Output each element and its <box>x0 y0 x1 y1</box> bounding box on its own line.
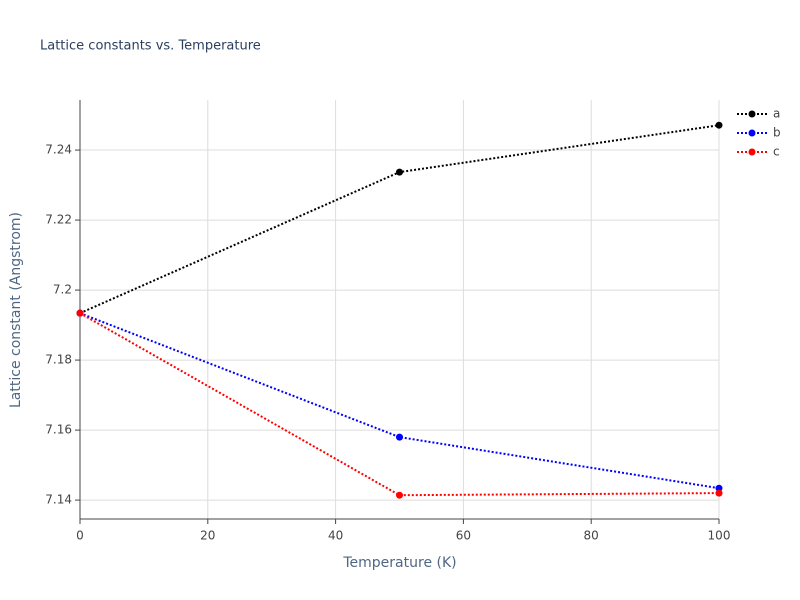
x-tick-label: 60 <box>456 529 471 543</box>
x-tick-label: 40 <box>328 529 343 543</box>
data-point <box>715 484 723 492</box>
x-tick-label: 100 <box>708 529 731 543</box>
legend-label: c <box>773 145 780 159</box>
data-point <box>396 491 403 499</box>
series-line <box>79 312 720 497</box>
data-point <box>715 121 723 129</box>
legend-marker <box>748 110 756 118</box>
data-point <box>396 168 403 176</box>
y-tick-label: 7.14 <box>45 493 72 507</box>
data-point <box>396 433 403 441</box>
x-tick-label: 20 <box>200 529 215 543</box>
data-point <box>715 489 723 497</box>
x-tick-label: 0 <box>76 529 84 543</box>
y-axis-title: Lattice constant (Angstrom) <box>8 212 24 408</box>
legend-label: a <box>773 107 780 121</box>
y-tick-label: 7.24 <box>45 143 72 157</box>
y-tick-label: 7.2 <box>53 283 72 297</box>
y-tick-label: 7.22 <box>45 213 72 227</box>
legend-label: b <box>773 126 781 140</box>
x-tick-label: 80 <box>584 529 599 543</box>
legend-marker <box>748 129 756 137</box>
legend-marker <box>748 148 756 156</box>
x-axis-title: Temperature (K) <box>342 555 456 571</box>
y-tick-label: 7.18 <box>45 353 72 367</box>
y-tick-label: 7.16 <box>45 423 72 437</box>
data-point <box>76 309 84 317</box>
chart-title: Lattice constants vs. Temperature <box>40 39 261 54</box>
